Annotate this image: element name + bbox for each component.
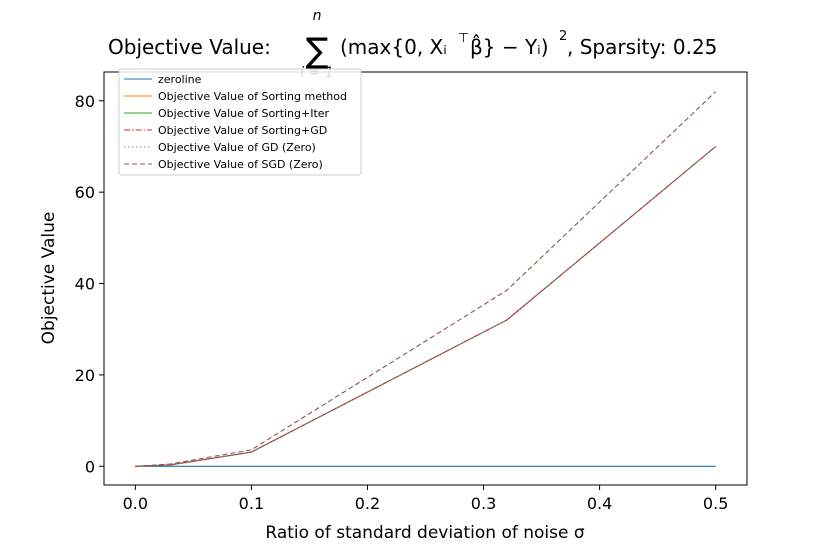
plot-area (103, 71, 748, 486)
y-axis: 0 20 40 60 80 (75, 92, 104, 476)
title-formula-sup: ⊤ (458, 31, 469, 46)
legend-label: Objective Value of SGD (Zero) (158, 158, 323, 171)
y-axis-label: Objective Value (39, 212, 59, 345)
series-line-5 (135, 91, 717, 467)
legend: zeroline Objective Value of Sorting metho… (118, 68, 362, 176)
title-formula: (max{0, Xᵢ (340, 35, 447, 59)
y-tick-label: 20 (75, 366, 95, 385)
y-tick-label: 80 (75, 92, 95, 111)
series-line-1 (135, 146, 717, 467)
series-line-3 (135, 146, 717, 467)
title-prefix: Objective Value: (108, 35, 271, 59)
legend-label: Objective Value of Sorting method (158, 90, 347, 103)
x-tick-label: 0.1 (239, 494, 264, 513)
series-lines (135, 91, 717, 467)
x-tick-label: 0.0 (123, 494, 148, 513)
x-axis-label: Ratio of standard deviation of noise σ (265, 523, 584, 543)
legend-box (118, 68, 362, 176)
y-tick-label: 0 (85, 457, 95, 476)
title-sum-symbol: ∑ (306, 31, 329, 71)
y-tick-label: 40 (75, 275, 95, 294)
x-tick-label: 0.2 (355, 494, 380, 513)
legend-label: Objective Value of GD (Zero) (158, 141, 316, 154)
title-formula-sup2: 2 (559, 29, 567, 44)
title-formula-mid: β̂} − Yᵢ) (470, 34, 549, 59)
legend-label: Objective Value of Sorting+GD (158, 124, 327, 137)
title-suffix: , Sparsity: 0.25 (567, 35, 717, 59)
x-axis: 0.0 0.1 0.2 0.3 0.4 0.5 (123, 485, 728, 513)
legend-label: Objective Value of Sorting+Iter (158, 107, 330, 120)
x-tick-label: 0.5 (703, 494, 728, 513)
y-tick-label: 60 (75, 183, 95, 202)
title-sum-upper: n (313, 8, 322, 24)
legend-label: zeroline (158, 73, 202, 86)
series-line-4 (135, 146, 717, 467)
series-line-2 (135, 146, 717, 467)
x-tick-label: 0.4 (587, 494, 612, 513)
x-tick-label: 0.3 (471, 494, 496, 513)
